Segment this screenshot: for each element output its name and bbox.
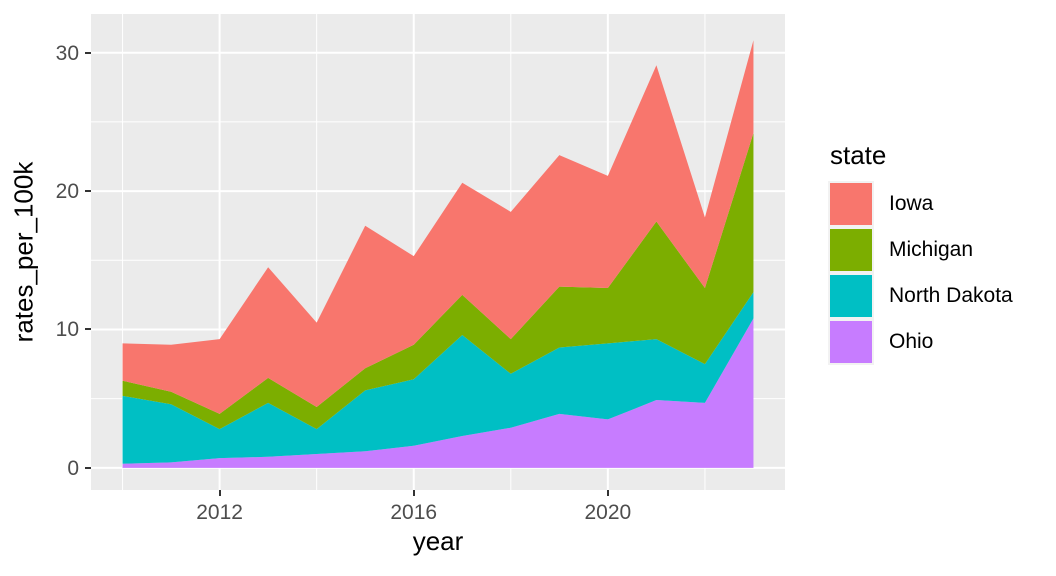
legend-title: state xyxy=(830,140,887,170)
legend-label: North Dakota xyxy=(889,284,1013,307)
x-tick-label: 2016 xyxy=(390,501,438,524)
legend-entry-north-dakota: North Dakota xyxy=(830,275,1056,317)
legend-key-swatch xyxy=(830,229,872,271)
legend-key-swatch xyxy=(830,183,872,225)
legend-entry-ohio: Ohio xyxy=(830,321,1056,363)
legend: state Iowa Michigan North Dakota Ohio xyxy=(830,140,1056,367)
area-iowa xyxy=(122,40,754,414)
area-michigan xyxy=(122,133,754,430)
y-tick-mark xyxy=(85,328,91,331)
legend-label: Ohio xyxy=(889,330,934,353)
y-tick-label: 10 xyxy=(55,318,79,342)
x-tick-mark xyxy=(218,490,221,496)
legend-label: Iowa xyxy=(889,192,934,215)
legend-key-swatch xyxy=(830,275,872,317)
x-axis-title: year xyxy=(412,526,464,556)
legend-label: Michigan xyxy=(889,238,974,261)
legend-entry-iowa: Iowa xyxy=(830,183,1056,225)
y-tick-mark xyxy=(85,51,91,54)
y-tick-label: 30 xyxy=(55,41,79,65)
y-tick-mark xyxy=(85,190,91,193)
y-tick-label: 0 xyxy=(67,456,79,480)
x-tick-label: 2012 xyxy=(196,501,243,524)
y-tick-mark xyxy=(85,466,91,469)
x-tick-mark xyxy=(606,490,609,496)
legend-key-swatch xyxy=(830,321,872,363)
area-ohio xyxy=(122,318,754,468)
area-north-dakota xyxy=(122,292,754,464)
x-tick-label: 2020 xyxy=(584,501,632,524)
stacked-area-plot xyxy=(91,14,785,490)
plot-panel xyxy=(91,14,785,490)
legend-entries: Iowa Michigan North Dakota Ohio xyxy=(830,183,1056,363)
legend-entry-michigan: Michigan xyxy=(830,229,1056,271)
x-tick-mark xyxy=(412,490,415,496)
y-tick-label: 20 xyxy=(55,180,79,204)
